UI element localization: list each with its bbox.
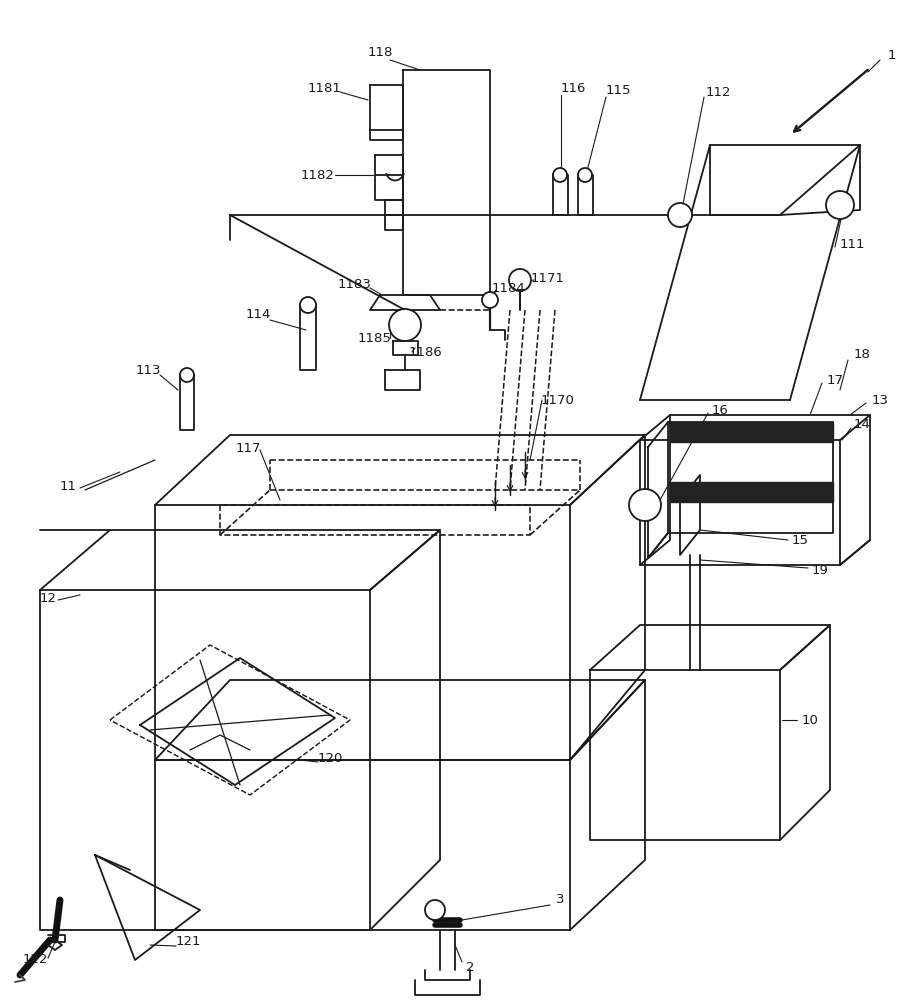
Circle shape bbox=[825, 191, 853, 219]
Text: 114: 114 bbox=[245, 308, 270, 322]
Polygon shape bbox=[669, 422, 832, 442]
Text: 17: 17 bbox=[825, 373, 843, 386]
Text: 10: 10 bbox=[800, 714, 818, 726]
Text: 115: 115 bbox=[605, 84, 630, 97]
Circle shape bbox=[482, 292, 497, 308]
Text: 15: 15 bbox=[790, 534, 808, 546]
Circle shape bbox=[667, 203, 691, 227]
Text: 121: 121 bbox=[175, 935, 200, 948]
Text: 118: 118 bbox=[367, 46, 392, 59]
Circle shape bbox=[389, 309, 421, 341]
Circle shape bbox=[552, 168, 566, 182]
Text: 112: 112 bbox=[705, 86, 730, 99]
Circle shape bbox=[180, 368, 194, 382]
Text: 1183: 1183 bbox=[337, 278, 371, 292]
Circle shape bbox=[300, 297, 315, 313]
Circle shape bbox=[508, 269, 530, 291]
Text: 117: 117 bbox=[235, 442, 260, 454]
Text: 122: 122 bbox=[22, 953, 48, 966]
Circle shape bbox=[425, 900, 445, 920]
Text: 3: 3 bbox=[555, 893, 563, 906]
Text: 1171: 1171 bbox=[530, 271, 564, 284]
Text: 111: 111 bbox=[838, 238, 864, 251]
Text: 11: 11 bbox=[60, 481, 76, 493]
Text: 12: 12 bbox=[40, 591, 56, 604]
Text: 16: 16 bbox=[710, 403, 728, 416]
Text: 1184: 1184 bbox=[491, 282, 525, 294]
Text: 2: 2 bbox=[465, 961, 473, 974]
Text: 18: 18 bbox=[853, 349, 869, 361]
Text: 113: 113 bbox=[135, 363, 161, 376]
Text: 1181: 1181 bbox=[308, 82, 342, 95]
Text: 120: 120 bbox=[317, 752, 342, 764]
Text: 1: 1 bbox=[887, 49, 895, 62]
Text: 13: 13 bbox=[870, 393, 888, 406]
Text: 1186: 1186 bbox=[408, 346, 441, 359]
Text: 1182: 1182 bbox=[301, 169, 335, 182]
Polygon shape bbox=[669, 482, 832, 502]
Circle shape bbox=[577, 168, 591, 182]
Text: 14: 14 bbox=[853, 418, 869, 432]
Text: 116: 116 bbox=[560, 82, 585, 95]
Text: 19: 19 bbox=[811, 564, 827, 576]
Text: 1185: 1185 bbox=[357, 332, 391, 344]
Circle shape bbox=[629, 489, 660, 521]
Text: 1170: 1170 bbox=[540, 393, 574, 406]
